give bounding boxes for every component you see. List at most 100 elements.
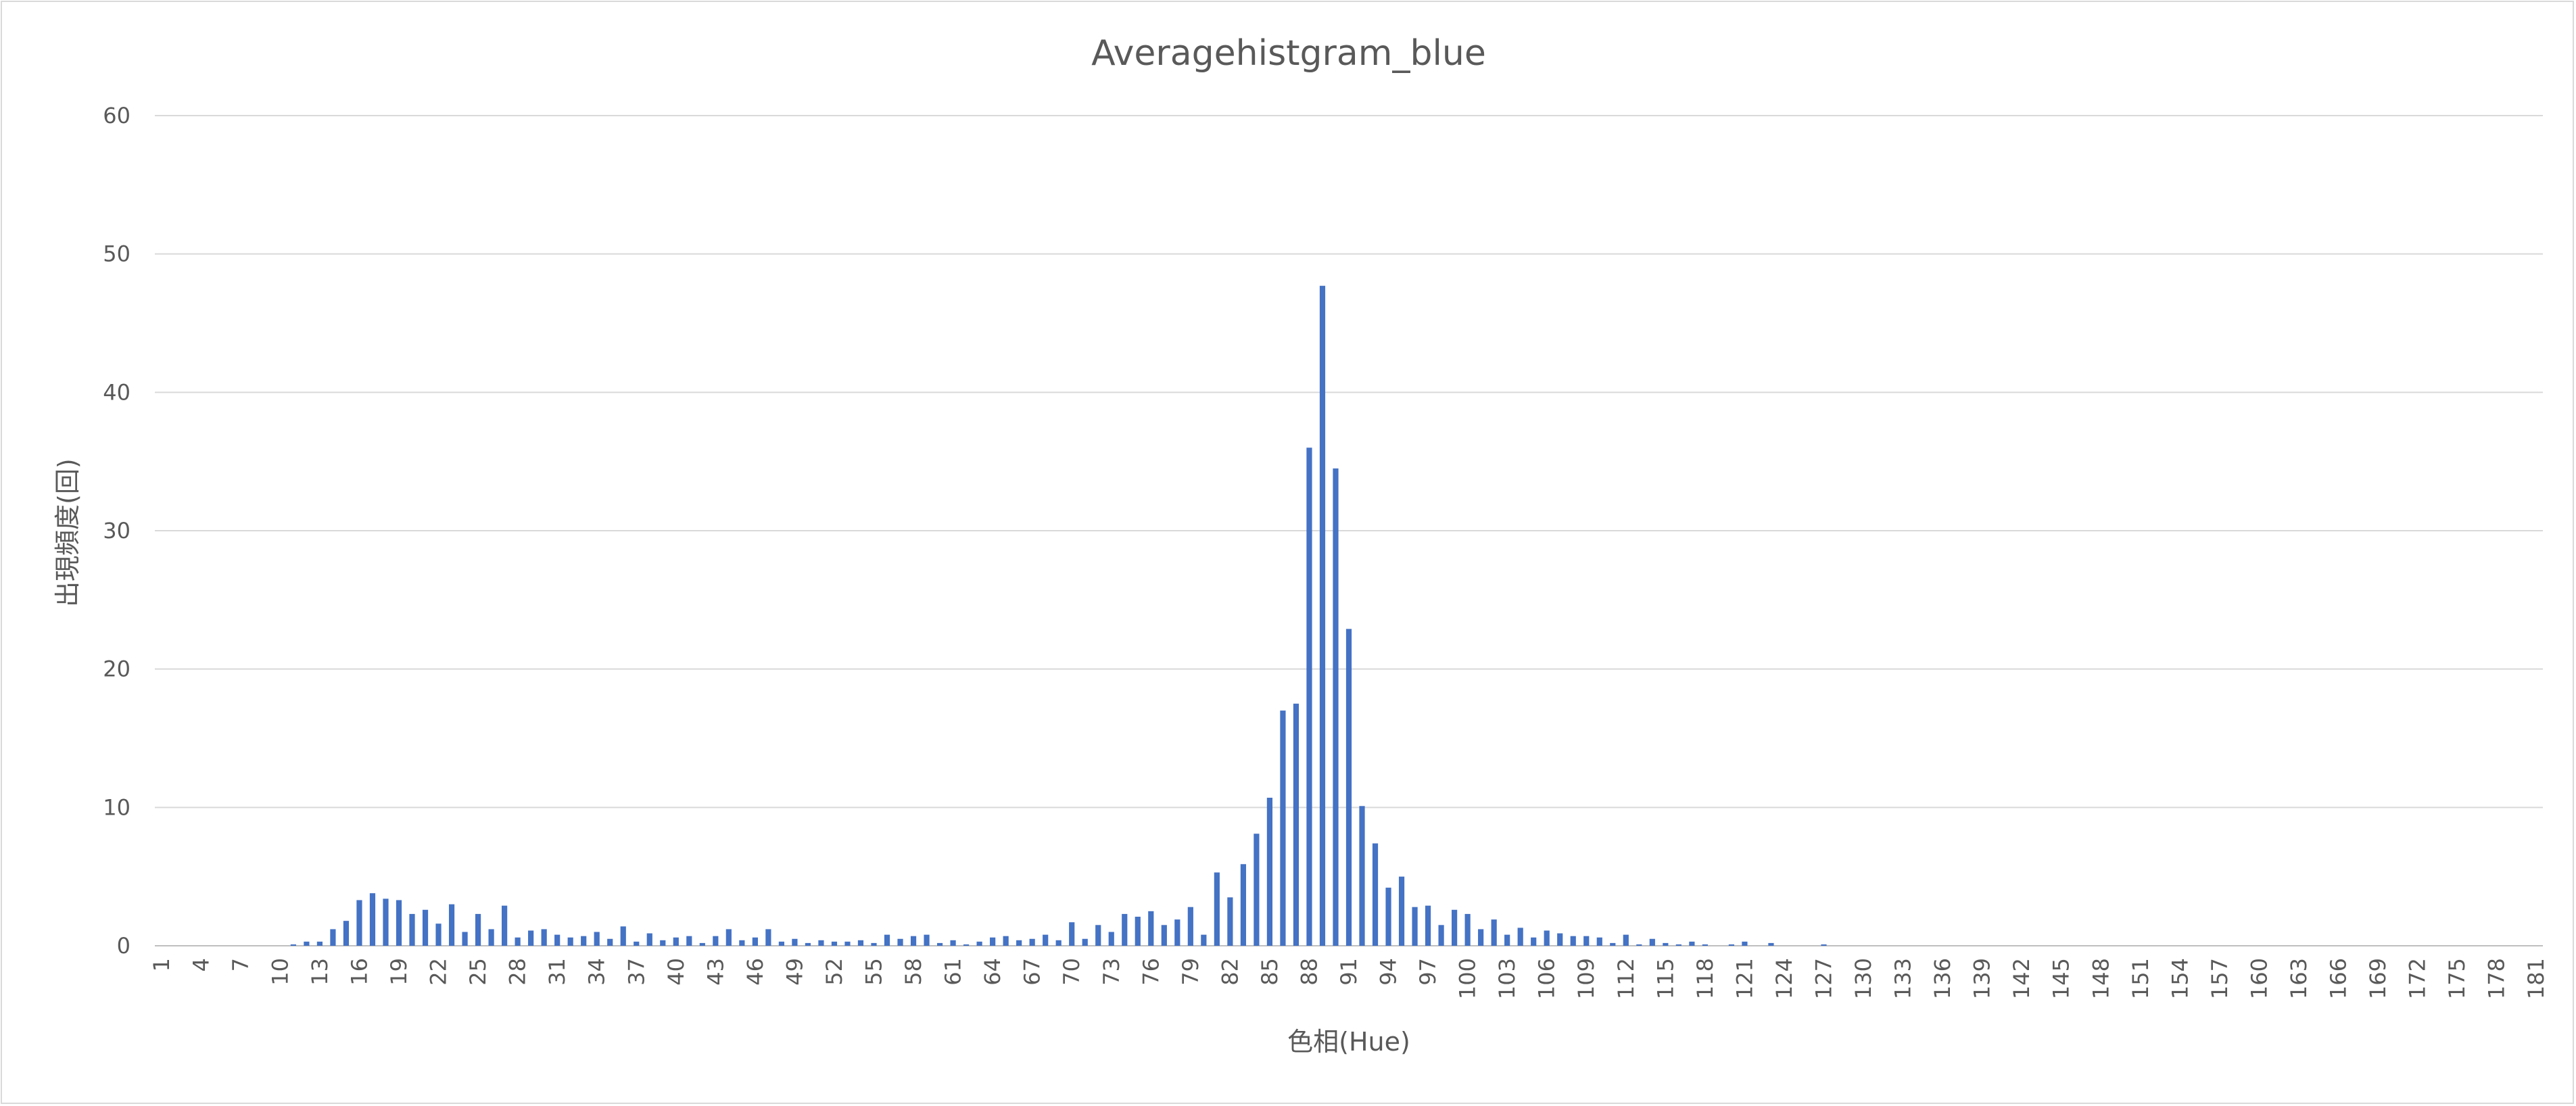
bar (607, 938, 613, 946)
bar (990, 937, 996, 946)
bar (673, 937, 679, 946)
x-tick-label: 175 (2444, 958, 2470, 999)
x-tick-label: 7 (228, 958, 254, 971)
bar (950, 940, 956, 946)
x-tick-label: 157 (2207, 958, 2233, 999)
x-tick-label: 13 (307, 958, 333, 986)
x-tick-label: 118 (1692, 958, 1718, 999)
bar (343, 921, 350, 946)
bar (448, 904, 455, 946)
bar (330, 929, 336, 946)
bar (739, 940, 745, 946)
bar (646, 933, 652, 946)
x-tick-label: 55 (861, 958, 887, 986)
x-tick-label: 1 (149, 958, 174, 971)
bar (1055, 940, 1062, 946)
bar (567, 937, 573, 946)
x-tick-label: 124 (1771, 958, 1797, 999)
x-tick-label: 169 (2365, 958, 2391, 999)
x-tick-label: 85 (1257, 958, 1283, 986)
x-tick-label: 88 (1296, 958, 1322, 986)
bar (976, 941, 982, 946)
bar (581, 936, 587, 946)
bar (1266, 798, 1273, 946)
x-tick-label: 109 (1573, 958, 1599, 999)
x-tick-label: 133 (1890, 958, 1916, 999)
x-tick-label: 166 (2326, 958, 2352, 999)
bar (765, 929, 771, 946)
x-tick-label: 115 (1652, 958, 1678, 999)
y-tick-label: 20 (103, 656, 130, 682)
x-tick-label: 151 (2128, 958, 2153, 999)
x-tick-label: 49 (782, 958, 807, 986)
bar (1544, 930, 1550, 946)
bar (1122, 913, 1128, 946)
bar (541, 929, 547, 946)
x-tick-label: 67 (1020, 958, 1045, 986)
bar (422, 909, 429, 946)
bar (488, 929, 494, 946)
bar (897, 938, 903, 946)
x-tick-label: 121 (1732, 958, 1757, 999)
x-tick-label: 160 (2246, 958, 2272, 999)
bar (1293, 703, 1299, 946)
bar (1227, 897, 1233, 946)
x-tick-labels: 1 4 7 10 13 16 19 22 25 28 31 34 37 40 43 46 49 52 55 58 61 6… (149, 958, 2549, 999)
bar (1359, 806, 1365, 946)
bar (818, 940, 824, 946)
x-tick-label: 37 (623, 958, 649, 986)
bar (316, 941, 323, 946)
bar (594, 932, 600, 946)
bar (884, 934, 890, 946)
bar (844, 941, 851, 946)
bar (1345, 629, 1352, 946)
bar (1148, 911, 1154, 946)
bar (963, 944, 970, 946)
bar (699, 942, 705, 946)
bar (369, 893, 376, 946)
bar (1452, 909, 1458, 946)
x-tick-label: 40 (663, 958, 689, 986)
x-tick-label: 112 (1613, 958, 1639, 999)
bar (1610, 942, 1616, 946)
x-tick-label: 79 (1178, 958, 1203, 986)
x-tick-label: 178 (2484, 958, 2510, 999)
bar (515, 937, 521, 946)
x-tick-label: 100 (1455, 958, 1481, 999)
x-tick-label: 136 (1930, 958, 1955, 999)
bar (554, 934, 560, 946)
y-tick-label: 40 (103, 379, 130, 405)
bar (1003, 936, 1009, 946)
y-tick-label: 0 (117, 933, 130, 959)
x-tick-label: 145 (2049, 958, 2074, 999)
bar (792, 938, 798, 946)
bar (1174, 919, 1180, 946)
x-tick-label: 103 (1494, 958, 1520, 999)
bar (1016, 940, 1022, 946)
y-tick-label: 50 (103, 241, 130, 267)
bar (725, 929, 732, 946)
bar (475, 913, 481, 946)
bar (924, 934, 930, 946)
y-axis-title: 出現頻度(回) (53, 458, 82, 607)
bar (1069, 922, 1075, 946)
bar (1412, 907, 1418, 946)
bar (528, 930, 534, 946)
x-tick-label: 34 (584, 958, 610, 986)
bar (1201, 934, 1207, 946)
x-tick-label: 97 (1415, 958, 1441, 986)
bar (1135, 917, 1141, 946)
x-tick-label: 58 (901, 958, 926, 986)
x-tick-label: 76 (1138, 958, 1164, 986)
x-tick-label: 31 (544, 958, 570, 986)
y-tick-label: 60 (103, 103, 130, 128)
x-tick-label: 142 (2009, 958, 2034, 999)
x-tick-label: 154 (2167, 958, 2193, 999)
x-tick-label: 43 (702, 958, 728, 986)
x-tick-label: 148 (2088, 958, 2114, 999)
x-tick-label: 139 (1970, 958, 1995, 999)
bar (356, 900, 362, 946)
bar (1438, 925, 1444, 946)
